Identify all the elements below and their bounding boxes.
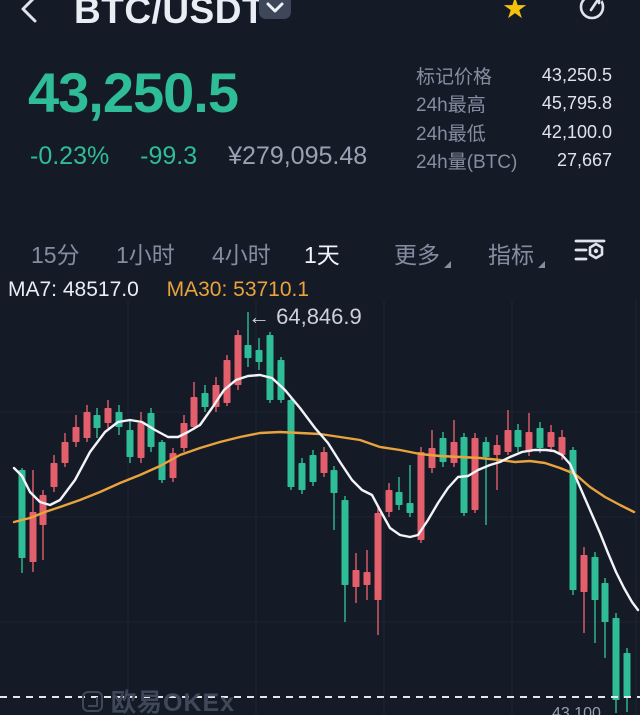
candle: [558, 437, 566, 455]
timeframe-tabs: 15分 1小时 4小时 1天 更多 指标: [0, 236, 640, 270]
candle: [298, 463, 306, 490]
change-absolute: -99.3: [140, 142, 198, 170]
back-icon[interactable]: [18, 0, 42, 26]
candle: [330, 470, 338, 493]
ma30-label: MA30: 53710.1: [166, 278, 310, 301]
candle: [569, 450, 577, 590]
candle: [320, 452, 328, 473]
candle: [612, 618, 620, 700]
tab-more[interactable]: 更多: [394, 236, 451, 270]
candle: [83, 412, 91, 438]
candle: [341, 500, 349, 585]
candle: [374, 513, 382, 600]
candle: [623, 653, 631, 698]
candle: [601, 583, 609, 622]
candle: [93, 415, 101, 428]
candle: [137, 423, 145, 458]
candle: [428, 448, 436, 468]
candle: [417, 452, 425, 540]
candle: [115, 412, 123, 427]
candle: [385, 490, 393, 512]
candle: [190, 397, 198, 427]
tab-4h[interactable]: 4小时: [212, 242, 271, 268]
stat-24h-high: 24h最高 45,795.8: [416, 93, 612, 117]
candlestick-series: [18, 312, 631, 713]
candle: [244, 345, 252, 358]
last-price: 43,250.5: [28, 61, 239, 124]
favorite-star-icon[interactable]: ★: [502, 0, 528, 25]
candle: [439, 438, 447, 462]
candle: [29, 512, 37, 562]
candle: [61, 442, 69, 463]
pair-dropdown-button[interactable]: [259, 0, 291, 19]
candle: [352, 570, 360, 587]
okex-logo-icon: [82, 690, 103, 712]
chart-settings-icon[interactable]: [574, 236, 608, 266]
share-icon[interactable]: [578, 0, 608, 25]
candle: [234, 335, 242, 385]
high-price-annotation: ← 64,846.9: [248, 304, 362, 329]
candle: [223, 360, 231, 403]
candle: [287, 400, 295, 487]
candle: [450, 442, 458, 463]
candle: [201, 393, 209, 407]
watermark-text: 欧易OKEx: [111, 689, 236, 715]
tab-15m[interactable]: 15分: [31, 242, 80, 268]
candle: [536, 428, 544, 448]
chart-grid: [0, 300, 640, 715]
candle: [266, 335, 274, 400]
tab-1h[interactable]: 1小时: [116, 242, 175, 268]
candle: [482, 442, 490, 457]
fiat-value: ¥279,095.48: [228, 142, 368, 170]
candle: [493, 445, 501, 455]
candle: [50, 463, 58, 487]
chevron-down-icon: [266, 2, 284, 13]
ma-labels: MA7: 48517.0 MA30: 53710.1: [8, 278, 309, 302]
candle: [580, 555, 588, 592]
change-percent: -0.23%: [30, 142, 110, 170]
candle: [72, 427, 80, 442]
candle: [309, 455, 317, 482]
candle: [547, 432, 555, 447]
watermark: 欧易OKEx: [82, 683, 235, 715]
candle: [471, 438, 479, 510]
candle: [504, 430, 512, 452]
stat-24h-volume: 24h量(BTC) 27,667: [416, 150, 612, 174]
ma7-line: [12, 373, 640, 612]
candle: [406, 503, 414, 513]
stat-mark-price: 标记价格 43,250.5: [416, 64, 612, 88]
candle: [180, 423, 188, 448]
candle: [39, 495, 47, 525]
candle: [126, 430, 134, 457]
header: BTC/USDT ★: [0, 0, 640, 40]
candle: [255, 350, 263, 362]
stats-panel: 标记价格 43,250.5 24h最高 45,795.8 24h最低 42,10…: [416, 61, 612, 175]
candle: [363, 572, 371, 585]
tab-indicators[interactable]: 指标: [488, 236, 545, 270]
price-line-label: 43,100: [552, 705, 601, 715]
ma7-label: MA7: 48517.0: [8, 278, 139, 301]
pair-title: BTC/USDT: [74, 0, 266, 31]
ma30-line: [12, 430, 636, 524]
candle: [514, 430, 522, 447]
candle: [395, 492, 403, 505]
candle: [104, 408, 112, 423]
candle: [158, 442, 166, 480]
tab-1d[interactable]: 1天: [304, 242, 340, 268]
candle: [277, 360, 285, 400]
candle: [147, 413, 155, 447]
candle: [18, 470, 26, 558]
price-change-row: -0.23% -99.3 ¥279,095.48: [30, 142, 391, 171]
candle: [591, 557, 599, 600]
candle: [525, 432, 533, 452]
stat-24h-low: 24h最低 42,100.0: [416, 121, 612, 145]
